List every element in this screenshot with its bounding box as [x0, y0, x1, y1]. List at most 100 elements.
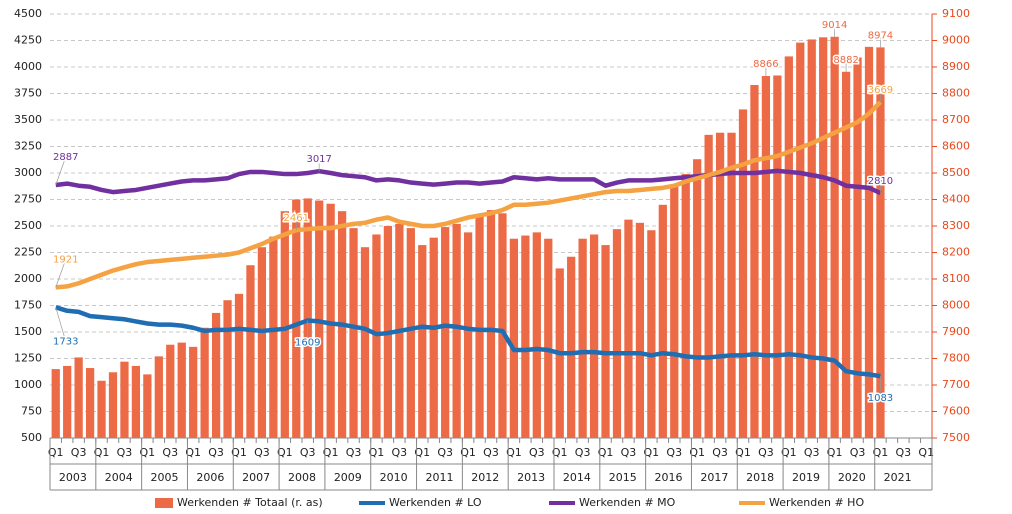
y-tick-label: 1250 — [14, 352, 42, 365]
x-tick-label: Q3 — [71, 446, 87, 459]
bar — [452, 223, 461, 438]
x-tick-label: Q3 — [896, 446, 912, 459]
x-tick-label: Q3 — [300, 446, 316, 459]
x-tick-label: Q3 — [575, 446, 591, 459]
y-tick-label: 2500 — [14, 219, 42, 232]
y2-tick-label: 8800 — [942, 87, 970, 100]
bar — [784, 56, 793, 439]
x-tick-label: Q1 — [185, 446, 201, 459]
y2-tick-label: 8900 — [942, 60, 970, 73]
x-tick-label: Q1 — [369, 446, 385, 459]
bar — [463, 232, 473, 438]
group-label: 2009 — [334, 471, 362, 484]
data-label: 2810 — [868, 176, 893, 187]
bar — [475, 215, 484, 438]
legend-label: Werkenden # MO — [579, 496, 676, 509]
bar — [223, 300, 232, 438]
x-tick-label: Q1 — [323, 446, 339, 459]
bar — [864, 46, 874, 439]
y2-tick-label: 8400 — [942, 193, 970, 206]
x-tick-label: Q3 — [254, 446, 270, 459]
bar — [360, 247, 370, 438]
bar — [131, 365, 141, 438]
group-label: 2018 — [746, 471, 774, 484]
y2-tick-label: 7600 — [942, 405, 970, 418]
y-tick-label: 2750 — [14, 193, 42, 206]
y2-tick-label: 9000 — [942, 34, 970, 47]
data-label: 3669 — [868, 85, 893, 96]
bar — [51, 369, 60, 438]
data-label: 9014 — [822, 20, 847, 31]
y-tick-label: 500 — [21, 431, 42, 444]
x-tick-label: Q1 — [827, 446, 843, 459]
data-label: 1609 — [295, 337, 320, 348]
x-tick-label: Q1 — [277, 446, 293, 459]
y-tick-label: 4500 — [14, 7, 42, 20]
x-tick-label: Q1 — [918, 446, 934, 459]
y2-tick-label: 9100 — [942, 7, 970, 20]
bar — [624, 219, 633, 438]
bar — [154, 356, 163, 438]
y-tick-label: 3250 — [14, 140, 42, 153]
y2-tick-label: 8600 — [942, 140, 970, 153]
bar — [647, 230, 656, 438]
x-tick-label: Q3 — [437, 446, 453, 459]
x-tick-label: Q3 — [208, 446, 224, 459]
bar — [166, 344, 175, 438]
x-tick-label: Q3 — [758, 446, 774, 459]
bar — [63, 365, 72, 438]
x-tick-label: Q1 — [231, 446, 247, 459]
group-label: 2010 — [380, 471, 408, 484]
bar — [418, 245, 427, 438]
y2-tick-label: 8200 — [942, 246, 970, 259]
y2-tick-label: 8000 — [942, 299, 970, 312]
group-label: 2003 — [59, 471, 87, 484]
bar — [257, 247, 267, 438]
x-tick-label: Q3 — [621, 446, 637, 459]
bar — [601, 245, 610, 438]
legend-label: Werkenden # LO — [389, 496, 482, 509]
group-label: 2016 — [655, 471, 683, 484]
bar — [544, 238, 553, 438]
bar — [521, 235, 530, 438]
x-tick-label: Q1 — [506, 446, 522, 459]
x-tick-label: Q3 — [346, 446, 362, 459]
x-tick-label: Q1 — [781, 446, 797, 459]
bar — [853, 57, 862, 439]
bar — [200, 327, 209, 438]
bar — [280, 211, 289, 438]
bar — [177, 342, 186, 438]
y2-tick-label: 8500 — [942, 166, 970, 179]
bar — [234, 293, 244, 438]
x-tick-label: Q1 — [873, 446, 889, 459]
bar — [612, 229, 622, 438]
data-label: 8974 — [868, 30, 893, 41]
bar — [326, 203, 335, 438]
bar — [750, 85, 759, 439]
group-label: 2007 — [242, 471, 270, 484]
bar — [269, 236, 278, 438]
data-label: 1733 — [53, 336, 78, 347]
y-tick-label: 1000 — [14, 378, 42, 391]
x-tick-label: Q3 — [392, 446, 408, 459]
bar — [120, 361, 129, 438]
y-tick-label: 2000 — [14, 272, 42, 285]
y2-tick-label: 8700 — [942, 113, 970, 126]
bar — [738, 109, 748, 439]
group-label: 2015 — [609, 471, 637, 484]
x-tick-label: Q3 — [804, 446, 820, 459]
bar — [589, 234, 599, 438]
y-tick-label: 1500 — [14, 325, 42, 338]
data-label: 8882 — [833, 55, 858, 66]
y-tick-label: 2250 — [14, 246, 42, 259]
bar — [349, 228, 358, 438]
label-leader — [55, 156, 67, 186]
y2-tick-label: 8100 — [942, 272, 970, 285]
x-tick-label: Q1 — [644, 446, 660, 459]
bar — [292, 199, 301, 438]
group-label: 2013 — [517, 471, 545, 484]
legend-label: Werkenden # Totaal (r. as) — [177, 496, 323, 509]
bar — [567, 256, 576, 438]
group-label: 2006 — [196, 471, 224, 484]
